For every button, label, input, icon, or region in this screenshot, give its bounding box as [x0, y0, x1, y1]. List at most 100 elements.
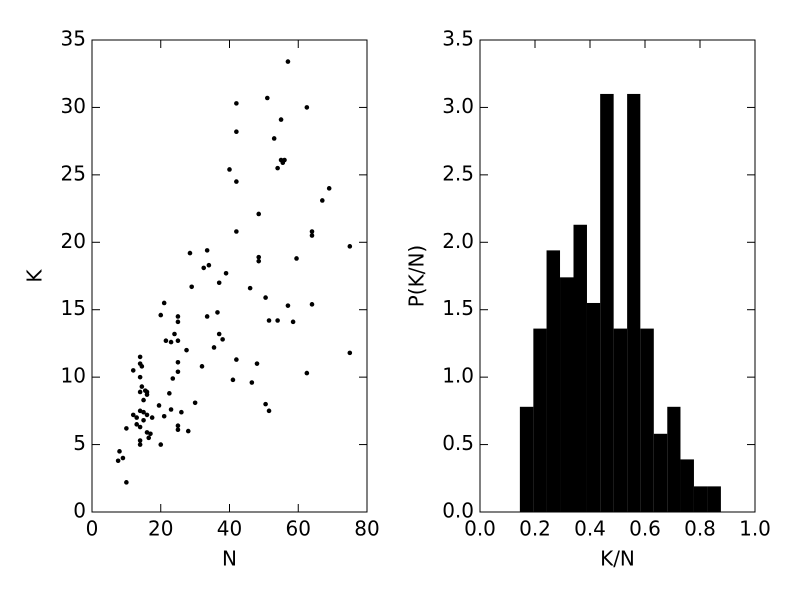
- y-tick-label: 0.0: [442, 499, 474, 523]
- point: [134, 422, 139, 427]
- x-tick-label: 40: [217, 517, 242, 541]
- point: [227, 167, 232, 172]
- y-tick-label: 3.5: [442, 27, 474, 51]
- point: [309, 302, 315, 307]
- point: [211, 345, 217, 350]
- point: [266, 318, 272, 323]
- point: [170, 376, 176, 381]
- point: [278, 117, 284, 122]
- point: [304, 370, 310, 376]
- point: [149, 415, 155, 420]
- x-tick-label: 20: [148, 517, 173, 541]
- point: [220, 337, 225, 342]
- bar: [653, 433, 668, 512]
- point: [161, 300, 167, 306]
- x-tick-label: 0: [86, 517, 99, 541]
- x-tick-label: 60: [286, 517, 311, 541]
- point: [134, 415, 139, 420]
- y-tick-label: 30: [61, 94, 86, 118]
- point: [139, 364, 145, 369]
- point: [256, 258, 262, 264]
- point: [168, 339, 174, 345]
- point: [263, 295, 268, 300]
- point: [175, 369, 181, 375]
- y-tick-label: 20: [61, 229, 86, 253]
- point: [137, 438, 143, 443]
- point: [175, 338, 181, 344]
- bar: [680, 459, 694, 512]
- point: [130, 412, 136, 418]
- y-tick-label: 0.5: [442, 431, 474, 455]
- point: [137, 442, 143, 447]
- point: [156, 403, 162, 408]
- y-tick-label: 35: [61, 27, 86, 51]
- point: [309, 233, 315, 238]
- y-tick-label: 10: [61, 364, 86, 388]
- y-tick-label: 2.5: [442, 161, 474, 185]
- point: [204, 314, 210, 319]
- point: [163, 338, 169, 344]
- point: [187, 250, 193, 256]
- point: [275, 165, 280, 171]
- point: [294, 256, 299, 261]
- plot: 0 20 40 60 80 0 5 10 15 20 25 30 35 N K: [23, 27, 380, 571]
- point: [234, 229, 239, 234]
- y-tick-label: 2.0: [442, 229, 474, 253]
- y-axis-label: P(K/N): [405, 245, 429, 307]
- point: [179, 409, 184, 415]
- point: [185, 428, 191, 434]
- point: [290, 319, 296, 325]
- x-tick-label: 0.0: [464, 517, 496, 541]
- point: [175, 360, 181, 365]
- point: [175, 427, 181, 433]
- point: [124, 426, 129, 431]
- point: [234, 357, 239, 362]
- y-tick-label: 15: [61, 296, 86, 320]
- bar: [707, 486, 721, 512]
- point: [175, 314, 181, 319]
- point: [175, 319, 181, 325]
- bar: [640, 328, 654, 512]
- y-tick-label: 25: [61, 161, 86, 185]
- x-axis-label: K/N: [600, 547, 635, 571]
- point: [215, 310, 220, 315]
- point: [285, 303, 291, 308]
- point: [201, 265, 207, 271]
- point: [304, 105, 310, 110]
- point: [275, 318, 280, 323]
- point: [234, 129, 239, 135]
- point: [137, 354, 143, 360]
- point: [347, 350, 353, 356]
- point: [167, 391, 172, 396]
- point: [249, 380, 255, 385]
- point: [223, 271, 229, 276]
- point: [137, 424, 143, 430]
- point: [192, 400, 198, 406]
- point: [124, 480, 129, 485]
- point: [172, 331, 177, 337]
- y-tick-label: 1.0: [442, 364, 474, 388]
- bar: [586, 302, 601, 512]
- point: [117, 449, 122, 454]
- point: [247, 285, 253, 291]
- point: [115, 458, 121, 464]
- point: [148, 431, 153, 437]
- point: [282, 157, 287, 163]
- point: [141, 409, 146, 415]
- point: [120, 455, 126, 461]
- point: [206, 262, 212, 268]
- point: [265, 95, 270, 101]
- point: [234, 179, 239, 184]
- x-tick-label: 0.4: [574, 517, 606, 541]
- y-tick-label: 5: [73, 431, 86, 455]
- bar: [519, 406, 534, 512]
- x-axis-label: N: [222, 547, 237, 571]
- axes-frame: [479, 39, 756, 513]
- point: [204, 248, 210, 253]
- point: [144, 412, 150, 418]
- point: [189, 284, 194, 290]
- bar: [600, 93, 614, 512]
- point: [347, 244, 353, 249]
- x-tick-label: 0.8: [684, 517, 716, 541]
- point: [137, 374, 143, 380]
